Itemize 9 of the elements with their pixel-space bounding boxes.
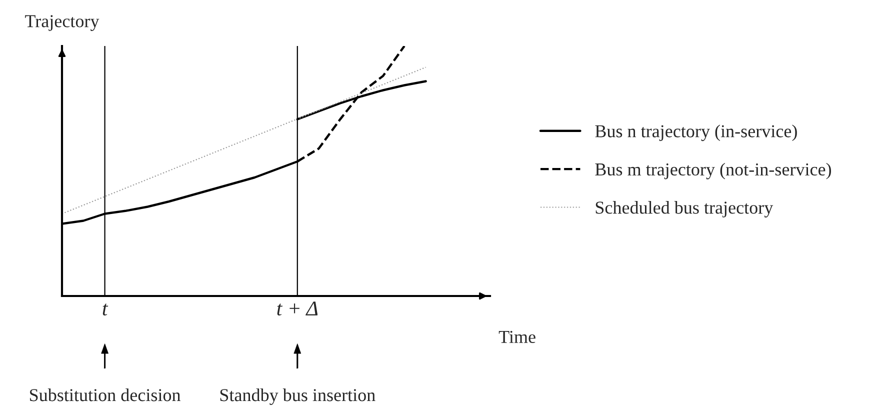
legend-label: Scheduled bus trajectory — [596, 201, 774, 218]
x-tick-label: t — [102, 304, 108, 316]
legend-label: Bus m trajectory (not-in-service) — [595, 162, 832, 180]
x-axis-title: Time — [498, 330, 536, 344]
y-axis-title: Trajectory — [25, 15, 100, 31]
text: Standby bus insertion — [220, 388, 376, 405]
x-tick-label: t + Δ — [277, 302, 318, 316]
text: Substitution decision — [30, 388, 181, 402]
legend-label: Bus n trajectory (in-service) — [595, 124, 797, 142]
